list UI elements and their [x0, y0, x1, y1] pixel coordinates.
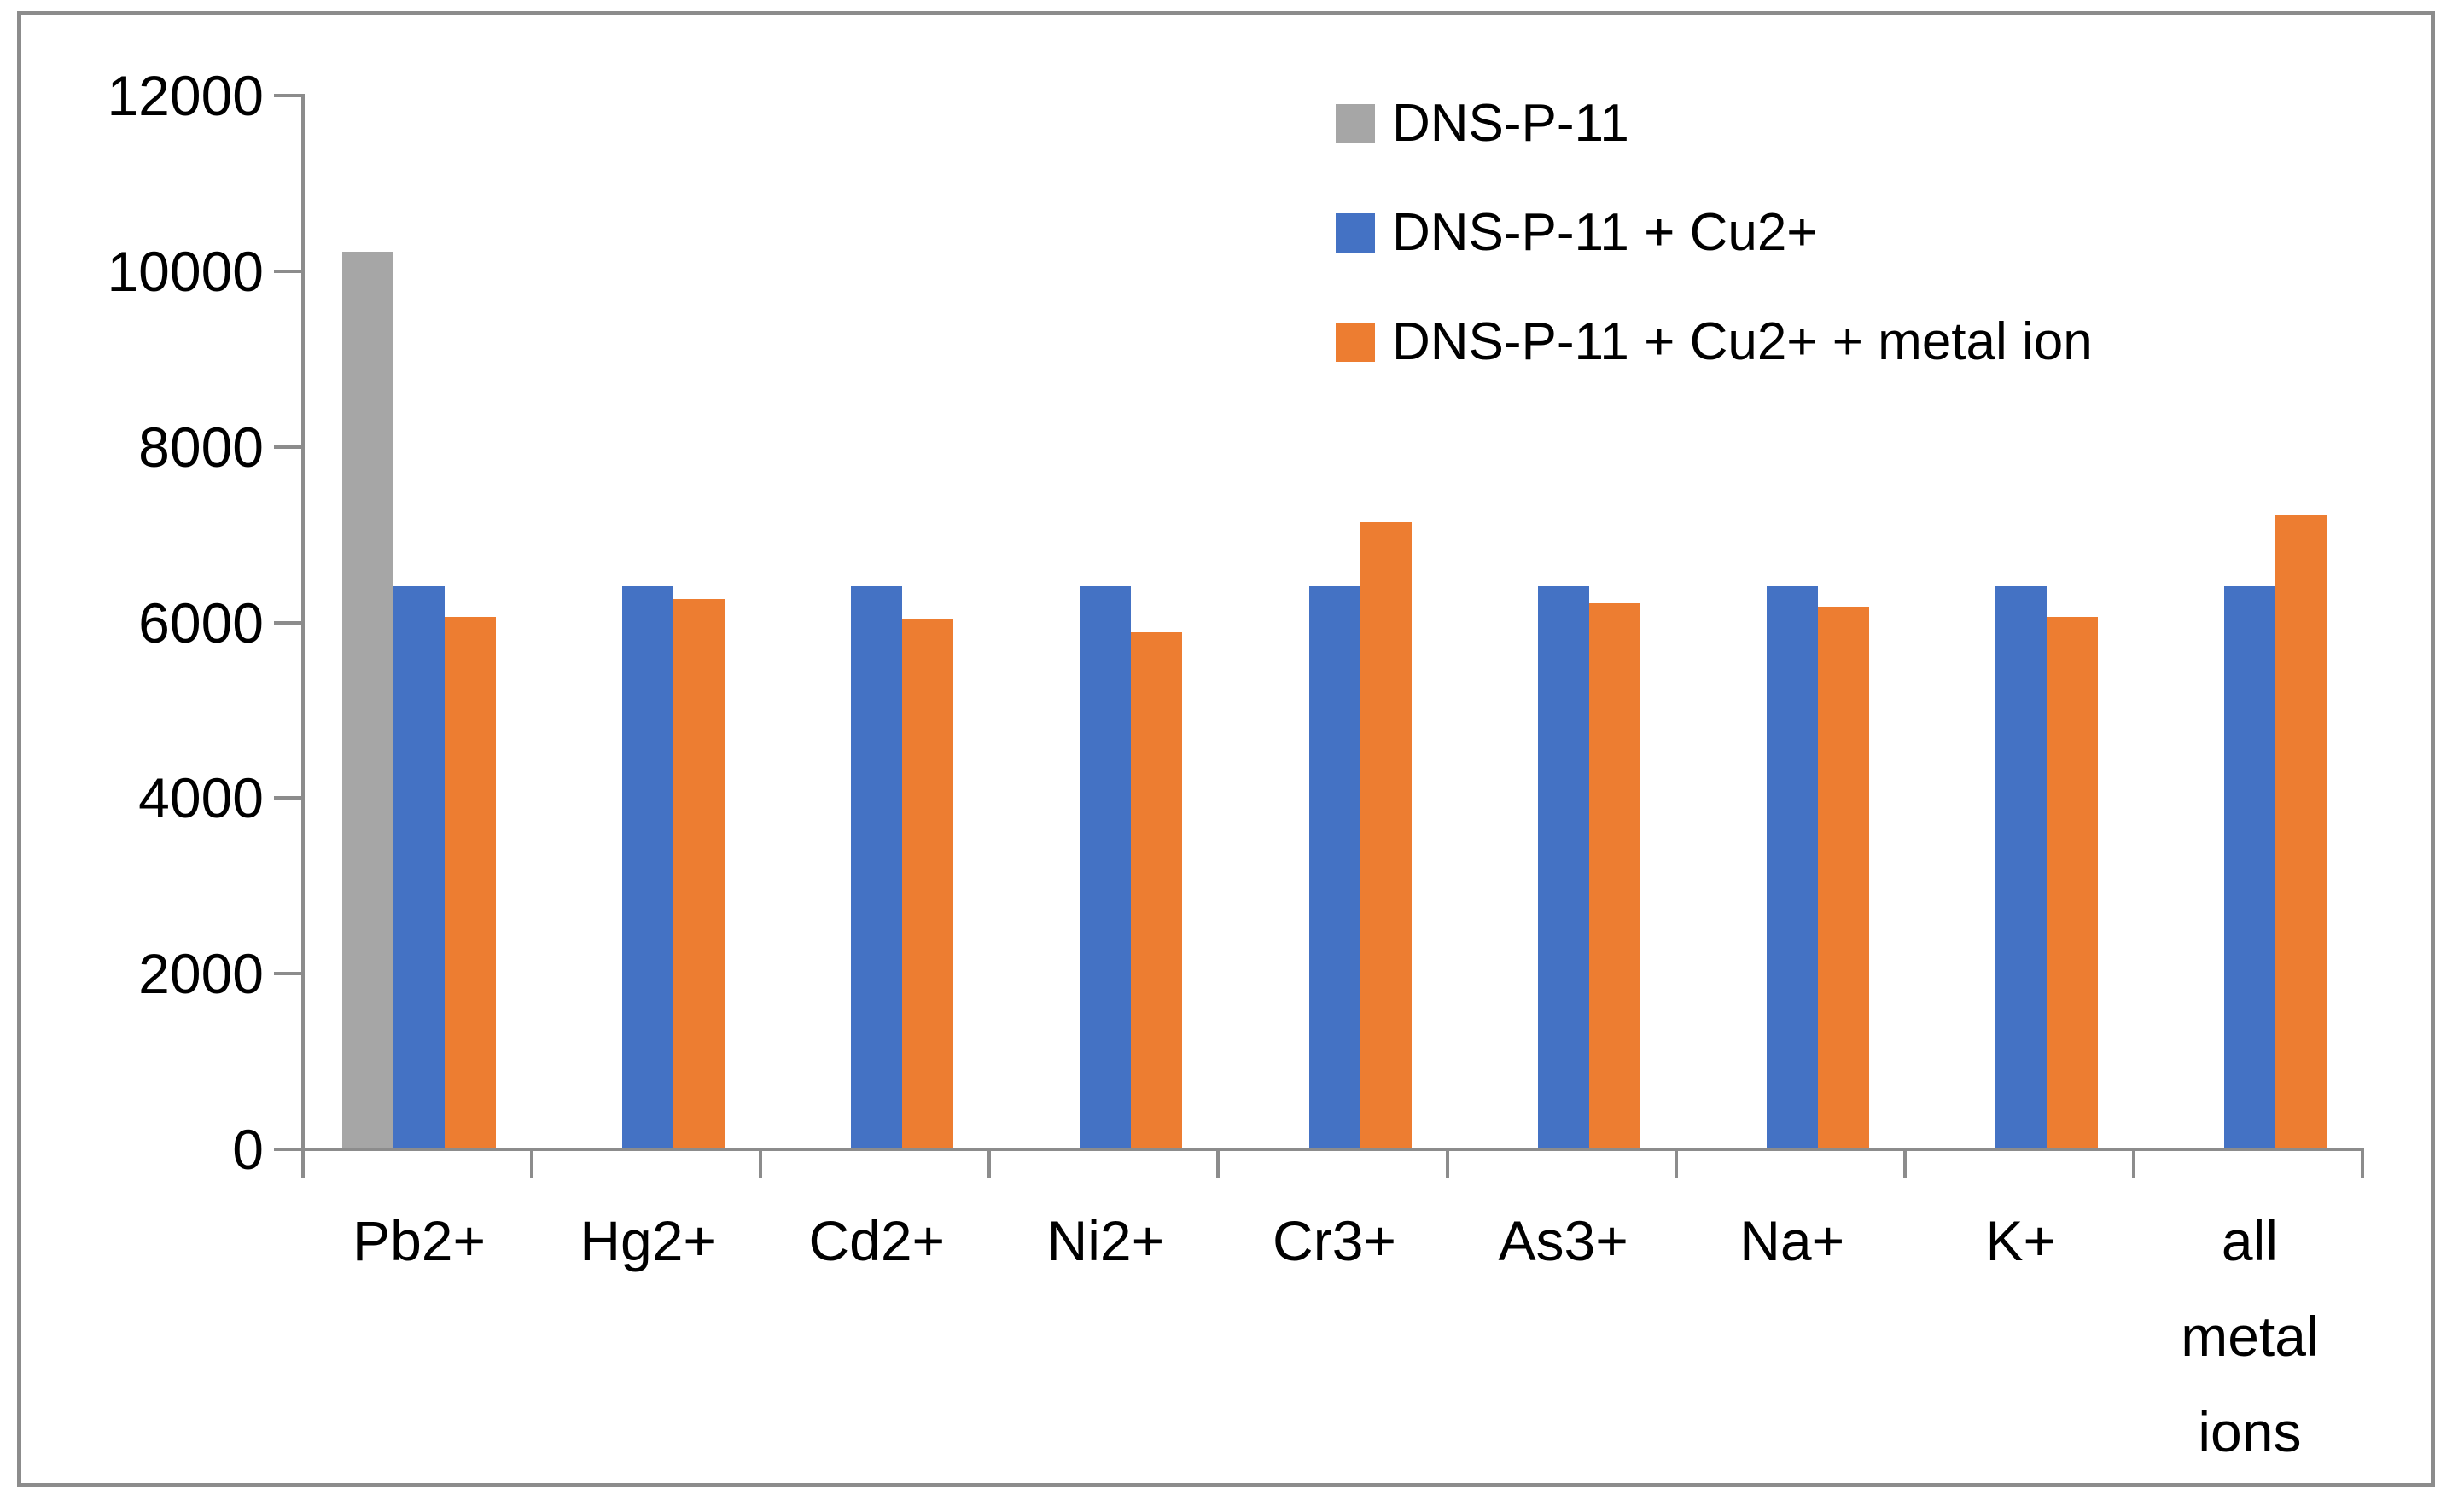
bar-series3-Ni2+	[1131, 632, 1182, 1148]
bar-series3-K+	[2047, 617, 2098, 1148]
bar-series2-Cr3+	[1309, 586, 1360, 1148]
x-category-label: As3+	[1498, 1209, 1628, 1272]
x-category-label: Ni2+	[1046, 1209, 1165, 1272]
legend-swatch-icon	[1336, 323, 1375, 362]
x-category-label: Pb2+	[352, 1209, 486, 1272]
x-tick	[530, 1151, 534, 1178]
bar-series2-Na+	[1767, 586, 1818, 1148]
bar-series3-Cd2+	[902, 619, 953, 1148]
bar-series2-K+	[1995, 586, 2047, 1148]
x-tick	[301, 1151, 305, 1178]
legend-item-3: DNS-P-11 + Cu2+ + metal ion	[1336, 288, 2093, 397]
legend-item-2: DNS-P-11 + Cu2+	[1336, 178, 2093, 288]
y-tick-label: 4000	[138, 766, 264, 830]
bar-series1-Pb2+	[342, 252, 393, 1148]
bar-series2-Ni2+	[1080, 586, 1131, 1148]
x-category-label: Cr3+	[1273, 1209, 1396, 1272]
legend-item-1: DNS-P-11	[1336, 69, 2093, 178]
x-tick	[1902, 1151, 1907, 1178]
x-tick	[1216, 1151, 1220, 1178]
bar-series2-As3+	[1538, 586, 1589, 1148]
y-tick	[274, 94, 301, 97]
y-tick-label: 0	[232, 1118, 264, 1181]
y-tick	[274, 445, 301, 449]
x-axis-line	[301, 1148, 2364, 1151]
legend-swatch-icon	[1336, 213, 1375, 253]
bar-series3-As3+	[1589, 603, 1640, 1148]
legend-label: DNS-P-11 + Cu2+ + metal ion	[1392, 312, 2093, 371]
x-tick	[1445, 1151, 1449, 1178]
x-category-label: Hg2+	[580, 1209, 716, 1272]
bar-series2-Hg2+	[622, 586, 673, 1148]
legend-swatch-icon	[1336, 104, 1375, 143]
y-tick-label: 2000	[138, 942, 264, 1006]
bar-series3-Na+	[1818, 607, 1869, 1148]
bar-series2-Pb2+	[393, 586, 445, 1148]
legend: DNS-P-11 DNS-P-11 + Cu2+ DNS-P-11 + Cu2+ +…	[1336, 69, 2093, 397]
x-category-label: all metal ions	[2181, 1209, 2319, 1463]
x-tick	[759, 1151, 763, 1178]
legend-label: DNS-P-11	[1392, 94, 1629, 153]
y-axis-line	[301, 94, 305, 1151]
x-tick	[2361, 1151, 2364, 1178]
y-tick	[274, 269, 301, 273]
x-category-label: K+	[1985, 1209, 2057, 1272]
bar-series3-Pb2+	[445, 617, 496, 1148]
y-tick-label: 12000	[107, 64, 264, 127]
x-tick	[1674, 1151, 1678, 1178]
x-tick	[2131, 1151, 2135, 1178]
y-tick-label: 10000	[107, 239, 264, 303]
y-tick	[274, 620, 301, 625]
bar-series3-Hg2+	[673, 599, 725, 1148]
x-category-label: Cd2+	[808, 1209, 946, 1272]
y-tick-label: 8000	[138, 415, 264, 479]
x-tick	[987, 1151, 992, 1178]
y-tick-label: 6000	[138, 590, 264, 654]
y-tick	[274, 1148, 301, 1151]
bar-series3-all metal ions	[2275, 515, 2327, 1148]
legend-label: DNS-P-11 + Cu2+	[1392, 203, 1818, 262]
bar-series3-Cr3+	[1360, 522, 1412, 1148]
x-category-label: Na+	[1739, 1209, 1845, 1272]
bar-series2-all metal ions	[2224, 586, 2275, 1148]
bar-series2-Cd2+	[851, 586, 902, 1148]
y-tick	[274, 796, 301, 800]
y-tick	[274, 972, 301, 976]
